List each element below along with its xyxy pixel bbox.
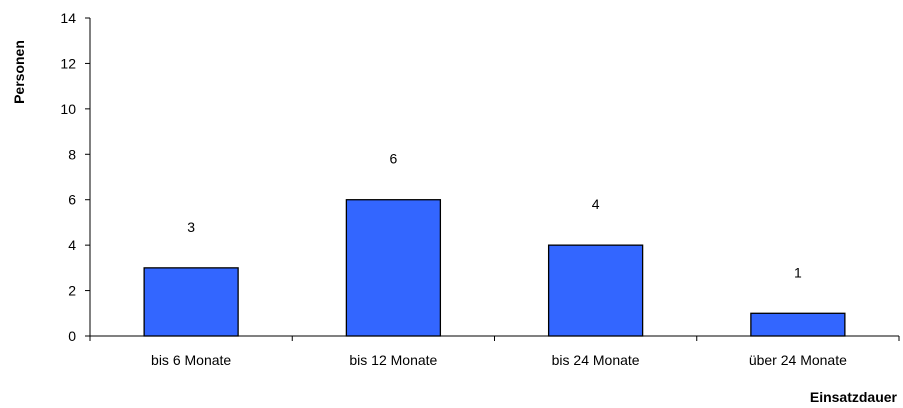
bar xyxy=(750,312,846,337)
y-tick-label: 8 xyxy=(68,146,76,162)
y-tick-label: 6 xyxy=(68,192,76,208)
bar xyxy=(143,267,239,337)
bar xyxy=(345,199,442,337)
y-tick-label: 0 xyxy=(68,328,76,344)
data-label: 6 xyxy=(389,151,397,167)
x-tick-label: bis 12 Monate xyxy=(349,352,437,368)
data-label: 3 xyxy=(187,219,195,235)
bar xyxy=(547,244,644,337)
y-tick-label: 10 xyxy=(60,101,76,117)
bars xyxy=(143,199,846,337)
data-label: 4 xyxy=(592,196,600,212)
data-labels: 3 6 4 1 xyxy=(187,151,802,281)
y-tick-label: 12 xyxy=(60,55,76,71)
y-tick-label: 2 xyxy=(68,283,76,299)
y-tick-label: 14 xyxy=(60,10,76,26)
x-tick-label: über 24 Monate xyxy=(749,352,847,368)
x-axis: bis 6 Monate bis 12 Monate bis 24 Monate üb… xyxy=(89,335,900,368)
x-tick-label: bis 6 Monate xyxy=(151,352,231,368)
y-tick-label: 4 xyxy=(68,237,76,253)
x-tick-label: bis 24 Monate xyxy=(552,352,640,368)
x-axis-title: Einsatzdauer xyxy=(810,389,898,405)
y-axis-title: Personen xyxy=(11,40,27,104)
data-label: 1 xyxy=(794,264,802,280)
y-axis: 0 2 4 6 8 10 12 14 xyxy=(60,10,91,344)
